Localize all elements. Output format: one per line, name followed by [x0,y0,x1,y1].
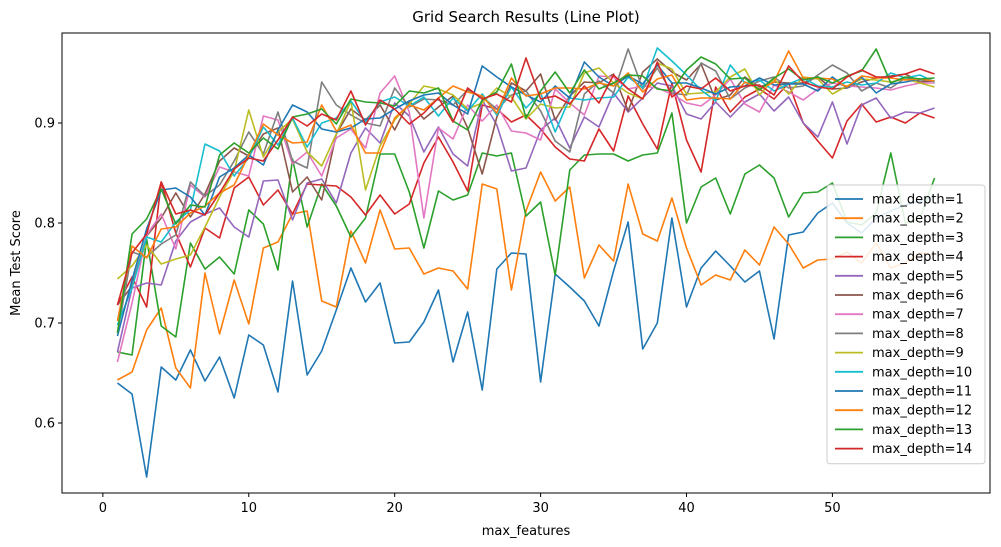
y-tick-label: 0.8 [34,217,55,232]
x-tick-label: 40 [678,501,695,516]
legend-label-3: max_depth=3 [872,231,964,246]
plot-frame [61,32,991,494]
legend-label-8: max_depth=8 [872,327,964,342]
legend-label-13: max_depth=13 [872,423,972,438]
series-line-14 [116,57,935,306]
y-axis: 0.6 0.7 0.8 0.9 [34,117,62,432]
series-line-1 [116,196,935,478]
series-lines [116,47,936,478]
series-line-7 [116,75,935,363]
x-axis-title: max_features [482,524,571,539]
legend-label-14: max_depth=14 [872,442,972,457]
y-tick-label: 0.6 [34,417,55,432]
legend-label-7: max_depth=7 [872,308,964,323]
legend-label-1: max_depth=1 [872,193,964,208]
x-tick-label: 50 [824,501,841,516]
series-line-9 [116,62,935,280]
legend-label-9: max_depth=9 [872,346,964,361]
y-axis-title: Mean Test Score [9,210,24,316]
series-line-12 [116,50,935,322]
legend-label-12: max_depth=12 [872,404,972,419]
legend-label-11: max_depth=11 [872,385,972,400]
legend-label-5: max_depth=5 [872,269,964,284]
legend-label-4: max_depth=4 [872,250,964,265]
series-line-8 [116,48,935,334]
series-line-3 [117,112,936,356]
y-tick-label: 0.7 [34,317,55,332]
legend-label-2: max_depth=2 [872,212,964,227]
x-tick-label: 10 [240,501,257,516]
series-line-5 [116,82,935,353]
legend-box [826,184,986,465]
x-tick-label: 20 [386,501,403,516]
legend-label-6: max_depth=6 [872,289,964,304]
series-line-2 [117,171,935,389]
x-tick-label: 30 [532,501,549,516]
legend: max_depth=1 max_depth=2 max_depth=3 max_dep… [826,184,986,465]
y-tick-label: 0.9 [34,117,55,132]
x-axis: 0 10 20 30 40 50 [99,493,841,516]
chart-title: Grid Search Results (Line Plot) [412,8,639,26]
x-tick-label: 0 [99,501,107,516]
legend-label-10: max_depth=10 [872,365,972,380]
